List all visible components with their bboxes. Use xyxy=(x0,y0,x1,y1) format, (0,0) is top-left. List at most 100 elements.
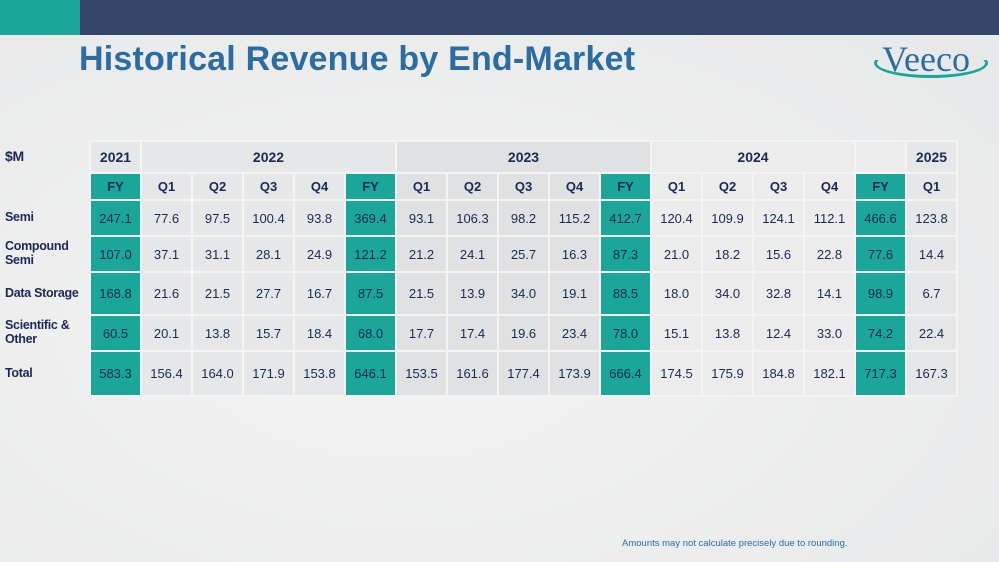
value-cell: 156.4 xyxy=(140,350,193,397)
value-cell: 6.7 xyxy=(905,271,958,316)
value-cell: 107.0 xyxy=(89,235,142,273)
value-cell: 16.7 xyxy=(293,271,346,316)
row-label: Scientific & Other xyxy=(5,318,70,346)
value-cell: 14.1 xyxy=(803,271,856,316)
value-cell: 25.7 xyxy=(497,235,550,273)
value-cell: 21.6 xyxy=(140,271,193,316)
value-cell: 153.8 xyxy=(293,350,346,397)
value-cell: 19.6 xyxy=(497,314,550,352)
value-cell: 17.4 xyxy=(446,314,499,352)
value-cell: 21.5 xyxy=(191,271,244,316)
value-cell: 68.0 xyxy=(344,314,397,352)
period-header: Q2 xyxy=(701,172,754,201)
value-cell: 13.8 xyxy=(701,314,754,352)
value-cell: 98.9 xyxy=(854,271,907,316)
value-cell: 23.4 xyxy=(548,314,601,352)
value-cell: 18.4 xyxy=(293,314,346,352)
value-cell: 33.0 xyxy=(803,314,856,352)
row-label: Data Storage xyxy=(5,285,79,300)
value-cell: 173.9 xyxy=(548,350,601,397)
period-header: Q3 xyxy=(752,172,805,201)
value-cell: 24.9 xyxy=(293,235,346,273)
value-cell: 60.5 xyxy=(89,314,142,352)
period-header: Q4 xyxy=(803,172,856,201)
value-cell: 17.7 xyxy=(395,314,448,352)
value-cell: 74.2 xyxy=(854,314,907,352)
value-cell: 87.5 xyxy=(344,271,397,316)
value-cell: 21.2 xyxy=(395,235,448,273)
value-cell: 21.5 xyxy=(395,271,448,316)
row-label: Semi xyxy=(5,210,34,225)
year-header xyxy=(854,140,907,174)
value-cell: 115.2 xyxy=(548,199,601,237)
year-header: 2022 xyxy=(140,140,397,174)
value-cell: 100.4 xyxy=(242,199,295,237)
value-cell: 98.2 xyxy=(497,199,550,237)
value-cell: 24.1 xyxy=(446,235,499,273)
value-cell: 32.8 xyxy=(752,271,805,316)
value-cell: 27.7 xyxy=(242,271,295,316)
value-cell: 78.0 xyxy=(599,314,652,352)
value-cell: 175.9 xyxy=(701,350,754,397)
value-cell: 121.2 xyxy=(344,235,397,273)
value-cell: 466.6 xyxy=(854,199,907,237)
veeco-logo: Veeco xyxy=(872,39,992,82)
period-header: Q2 xyxy=(191,172,244,201)
period-header: Q2 xyxy=(446,172,499,201)
period-header: Q1 xyxy=(395,172,448,201)
period-header: FY xyxy=(344,172,397,201)
period-header: FY xyxy=(89,172,142,201)
value-cell: 18.2 xyxy=(701,235,754,273)
value-cell: 153.5 xyxy=(395,350,448,397)
period-header: Q1 xyxy=(140,172,193,201)
year-header: 2024 xyxy=(650,140,856,174)
row-label: Compound Semi xyxy=(5,239,69,267)
value-cell: 177.4 xyxy=(497,350,550,397)
value-cell: 171.9 xyxy=(242,350,295,397)
value-cell: 120.4 xyxy=(650,199,703,237)
value-cell: 666.4 xyxy=(599,350,652,397)
page-title: Historical Revenue by End-Market xyxy=(79,40,636,78)
year-header-row: $M 2021 2022 2023 2024 2025 xyxy=(0,140,958,174)
value-cell: 37.1 xyxy=(140,235,193,273)
value-cell: 124.1 xyxy=(752,199,805,237)
table-row: Semi 247.1 77.6 97.5 100.4 93.8 369.4 93.1 106.3… xyxy=(0,199,958,237)
value-cell: 22.4 xyxy=(905,314,958,352)
footnote: Amounts may not calculate precisely due … xyxy=(622,538,848,549)
value-cell: 412.7 xyxy=(599,199,652,237)
value-cell: 184.8 xyxy=(752,350,805,397)
value-cell: 174.5 xyxy=(650,350,703,397)
value-cell: 21.0 xyxy=(650,235,703,273)
value-cell: 112.1 xyxy=(803,199,856,237)
value-cell: 93.8 xyxy=(293,199,346,237)
value-cell: 182.1 xyxy=(803,350,856,397)
value-cell: 15.6 xyxy=(752,235,805,273)
value-cell: 106.3 xyxy=(446,199,499,237)
accent-block xyxy=(0,0,80,35)
value-cell: 93.1 xyxy=(395,199,448,237)
value-cell: 646.1 xyxy=(344,350,397,397)
value-cell: 13.8 xyxy=(191,314,244,352)
value-cell: 34.0 xyxy=(497,271,550,316)
value-cell: 77.6 xyxy=(854,235,907,273)
period-header: Q1 xyxy=(650,172,703,201)
value-cell: 87.3 xyxy=(599,235,652,273)
period-header: FY xyxy=(854,172,907,201)
year-header: 2023 xyxy=(395,140,652,174)
value-cell: 717.3 xyxy=(854,350,907,397)
value-cell: 161.6 xyxy=(446,350,499,397)
value-cell: 369.4 xyxy=(344,199,397,237)
table-row: Data Storage 168.8 21.6 21.5 27.7 16.7 87.5 21.… xyxy=(0,271,958,316)
value-cell: 247.1 xyxy=(89,199,142,237)
value-cell: 13.9 xyxy=(446,271,499,316)
blank-cell xyxy=(0,173,90,200)
period-header: Q4 xyxy=(293,172,346,201)
period-header: Q3 xyxy=(242,172,295,201)
period-header: Q4 xyxy=(548,172,601,201)
value-cell: 18.0 xyxy=(650,271,703,316)
revenue-table: $M 2021 2022 2023 2024 2025 FY Q1 Q2 Q3 Q4 FY… xyxy=(0,140,958,397)
value-cell: 97.5 xyxy=(191,199,244,237)
value-cell: 20.1 xyxy=(140,314,193,352)
period-header-row: FY Q1 Q2 Q3 Q4 FY Q1 Q2 Q3 Q4 FY Q1 Q2 Q3 Q4 FY Q1 xyxy=(0,172,958,201)
value-cell: 109.9 xyxy=(701,199,754,237)
